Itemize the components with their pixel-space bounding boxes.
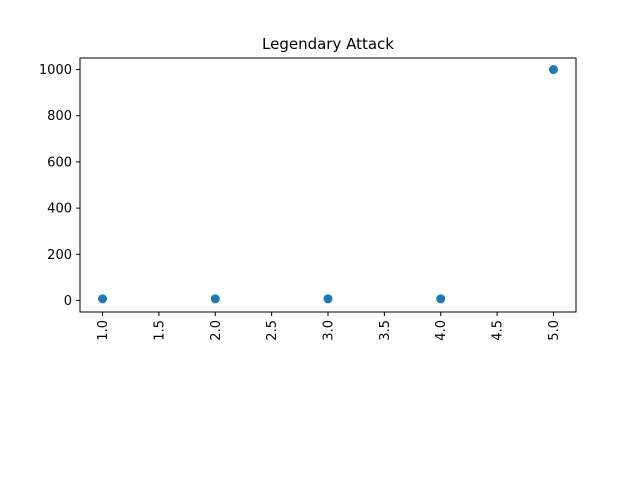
x-tick-label: 2.5 [265, 320, 280, 341]
data-point [210, 294, 220, 304]
y-tick-label: 600 [47, 155, 72, 170]
x-tick-label: 1.5 [152, 320, 167, 341]
x-tick-label: 3.5 [378, 320, 393, 341]
x-tick-label: 1.0 [96, 320, 111, 341]
y-tick-label: 800 [47, 109, 72, 124]
y-tick-label: 200 [47, 248, 72, 263]
data-point [323, 294, 333, 304]
x-axis: 1.0 1.5 2.0 2.5 3.0 3.5 4.0 4.5 5.0 [96, 312, 562, 341]
chart-title: Legendary Attack [262, 35, 394, 53]
data-point [98, 294, 108, 304]
y-axis: 0 200 400 600 800 1000 [39, 63, 80, 309]
y-tick-label: 0 [64, 294, 72, 309]
data-point [548, 65, 558, 75]
y-tick-label: 400 [47, 202, 72, 217]
plot-area-frame [79, 57, 577, 313]
x-tick-label: 3.0 [322, 320, 337, 341]
x-tick-label: 4.0 [434, 320, 449, 341]
x-tick-label: 4.5 [491, 320, 506, 341]
x-tick-label: 5.0 [547, 320, 562, 341]
data-points [98, 65, 558, 304]
y-tick-label: 1000 [39, 63, 72, 78]
data-point [436, 294, 446, 304]
x-tick-label: 2.0 [209, 320, 224, 341]
